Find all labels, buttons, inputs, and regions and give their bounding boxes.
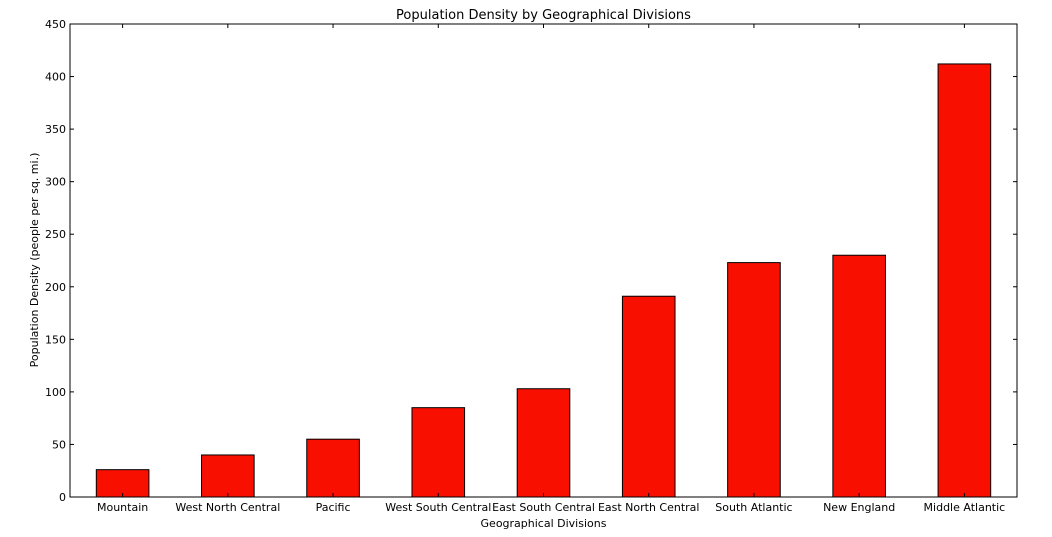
y-axis: 0 50 100 150 200 250 300 350 400 450 (45, 18, 1017, 504)
bar-3 (411, 407, 466, 498)
y-tick-label-0: 0 (59, 491, 66, 504)
x-tick-label-3: West South Central (385, 501, 491, 514)
x-axis-label: Geographical Divisions (481, 517, 607, 530)
x-tick-label-6: South Atlantic (715, 501, 792, 514)
bars-group (95, 63, 992, 498)
bar-7 (832, 254, 886, 498)
x-tick-label-0: Mountain (97, 501, 148, 514)
y-tick-label-9: 450 (45, 18, 66, 31)
bar-0 (95, 469, 150, 498)
y-axis-label: Population Density (people per sq. mi.) (28, 153, 41, 368)
x-tick-label-4: East South Central (492, 501, 595, 514)
y-tick-label-5: 250 (45, 228, 66, 241)
y-tick-label-8: 400 (45, 71, 66, 84)
bar-5 (621, 295, 676, 498)
x-tick-label-1: West North Central (175, 501, 280, 514)
y-tick-label-2: 100 (45, 386, 66, 399)
bar-8 (937, 63, 992, 498)
bar-4 (516, 388, 571, 498)
x-tick-label-7: New England (823, 501, 895, 514)
x-tick-label-5: East North Central (598, 501, 700, 514)
x-tick-label-2: Pacific (316, 501, 351, 514)
bar-2 (306, 438, 360, 498)
chart-title: Population Density by Geographical Divis… (396, 8, 691, 23)
y-tick-label-7: 350 (45, 123, 66, 136)
y-tick-label-6: 300 (45, 176, 66, 189)
y-tick-label-3: 150 (45, 333, 66, 346)
y-tick-label-1: 50 (52, 438, 66, 451)
x-tick-label-8: Middle Atlantic (924, 501, 1006, 514)
y-tick-label-4: 200 (45, 281, 66, 294)
bar-6 (727, 262, 781, 498)
x-axis: Mountain West North Central Pacific West So… (97, 24, 1005, 514)
bar-1 (201, 454, 255, 498)
